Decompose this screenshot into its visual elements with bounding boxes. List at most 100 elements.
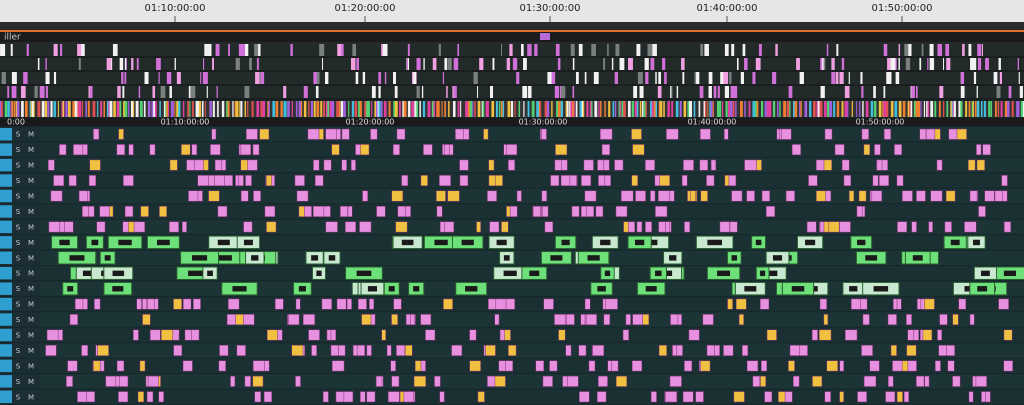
audio-clip[interactable] bbox=[631, 360, 643, 372]
audio-clip[interactable] bbox=[585, 314, 597, 326]
audio-clip[interactable] bbox=[221, 159, 227, 171]
audio-clip[interactable] bbox=[764, 391, 773, 403]
audio-clip[interactable] bbox=[188, 190, 199, 202]
audio-clip[interactable] bbox=[571, 205, 580, 217]
audio-clip[interactable] bbox=[858, 190, 867, 202]
mute-button[interactable]: M bbox=[28, 301, 34, 309]
audio-clip[interactable] bbox=[331, 144, 340, 156]
audio-clip[interactable] bbox=[136, 298, 142, 310]
track-target[interactable] bbox=[0, 328, 12, 342]
audio-clip[interactable] bbox=[939, 314, 948, 326]
audio-clip[interactable] bbox=[420, 175, 428, 187]
audio-clip[interactable] bbox=[506, 144, 518, 156]
audio-clip[interactable] bbox=[295, 298, 301, 310]
audio-clip[interactable] bbox=[976, 144, 982, 156]
audio-clip[interactable] bbox=[746, 190, 755, 202]
audio-clip[interactable] bbox=[230, 375, 236, 387]
audio-clip[interactable] bbox=[322, 391, 329, 403]
solo-button[interactable]: S bbox=[16, 378, 21, 386]
track-target[interactable] bbox=[0, 375, 12, 388]
mute-button[interactable]: M bbox=[28, 223, 34, 231]
audio-clip[interactable] bbox=[350, 159, 356, 171]
audio-clip[interactable] bbox=[586, 205, 595, 217]
audio-clip[interactable] bbox=[862, 314, 870, 326]
audio-clip[interactable] bbox=[247, 159, 258, 171]
audio-clip[interactable] bbox=[330, 344, 339, 356]
audio-clip[interactable] bbox=[488, 159, 495, 171]
audio-clip[interactable] bbox=[118, 391, 129, 403]
audio-clip[interactable] bbox=[819, 298, 827, 310]
audio-clip[interactable] bbox=[676, 344, 683, 356]
audio-clip[interactable] bbox=[567, 375, 579, 387]
audio-clip[interactable] bbox=[336, 298, 347, 310]
audio-clip[interactable] bbox=[393, 298, 402, 310]
audio-clip[interactable] bbox=[936, 159, 943, 171]
track-target[interactable] bbox=[0, 297, 12, 311]
audio-clip[interactable] bbox=[615, 375, 628, 387]
audio-clip[interactable] bbox=[487, 190, 497, 202]
audio-clip[interactable] bbox=[396, 128, 406, 140]
audio-clip[interactable] bbox=[88, 175, 97, 187]
audio-clip[interactable] bbox=[476, 221, 481, 233]
audio-clip[interactable] bbox=[839, 360, 845, 372]
track-target[interactable] bbox=[0, 158, 12, 172]
audio-clip[interactable] bbox=[391, 375, 400, 387]
audio-clip[interactable] bbox=[67, 360, 78, 372]
audio-clip[interactable] bbox=[681, 175, 688, 187]
audio-clip[interactable] bbox=[710, 159, 717, 171]
audio-clip[interactable] bbox=[825, 190, 832, 202]
audio-clip[interactable] bbox=[946, 344, 955, 356]
audio-clip[interactable] bbox=[119, 375, 129, 387]
audio-clip[interactable] bbox=[410, 314, 416, 326]
audio-clip[interactable] bbox=[396, 344, 406, 356]
audio-clip[interactable] bbox=[217, 205, 228, 217]
audio-clip[interactable] bbox=[124, 205, 134, 217]
audio-clip[interactable] bbox=[706, 175, 715, 187]
audio-clip[interactable] bbox=[892, 360, 904, 372]
audio-clip[interactable] bbox=[741, 344, 749, 356]
audio-clip[interactable] bbox=[944, 221, 952, 233]
audio-clip[interactable] bbox=[146, 391, 154, 403]
audio-clip[interactable] bbox=[193, 298, 201, 310]
audio-clip[interactable] bbox=[53, 175, 65, 187]
audio-clip[interactable] bbox=[558, 329, 566, 341]
audio-clip[interactable] bbox=[699, 159, 709, 171]
audio-clip[interactable] bbox=[391, 314, 398, 326]
audio-clip[interactable] bbox=[550, 175, 560, 187]
audio-clip[interactable] bbox=[295, 375, 301, 387]
audio-clip[interactable] bbox=[841, 159, 850, 171]
audio-clip[interactable] bbox=[631, 175, 639, 187]
audio-clip[interactable] bbox=[93, 128, 100, 140]
audio-clip[interactable] bbox=[700, 360, 711, 372]
audio-clip[interactable] bbox=[133, 221, 146, 233]
audio-clip[interactable] bbox=[64, 221, 74, 233]
audio-clip[interactable] bbox=[89, 159, 101, 171]
mute-button[interactable]: M bbox=[28, 285, 34, 293]
audio-clip[interactable] bbox=[601, 144, 611, 156]
audio-clip[interactable] bbox=[235, 314, 245, 326]
audio-clip[interactable] bbox=[288, 314, 300, 326]
audio-clip[interactable] bbox=[658, 190, 670, 202]
audio-clip[interactable] bbox=[541, 128, 547, 140]
audio-clip[interactable] bbox=[683, 159, 694, 171]
audio-clip[interactable] bbox=[924, 298, 935, 310]
audio-clip[interactable] bbox=[729, 221, 738, 233]
audio-clip[interactable] bbox=[469, 360, 481, 372]
audio-clip[interactable] bbox=[535, 360, 545, 372]
mute-button[interactable]: M bbox=[28, 316, 34, 324]
track-target[interactable] bbox=[0, 313, 12, 326]
sequence-tab[interactable]: iller bbox=[4, 33, 21, 43]
audio-clip[interactable] bbox=[325, 128, 337, 140]
audio-clip[interactable] bbox=[848, 190, 855, 202]
audio-clip[interactable] bbox=[323, 159, 332, 171]
audio-clip[interactable] bbox=[906, 314, 912, 326]
audio-clip[interactable] bbox=[48, 221, 60, 233]
audio-clip[interactable] bbox=[447, 190, 460, 202]
audio-clip[interactable] bbox=[922, 329, 933, 341]
audio-clip[interactable] bbox=[778, 391, 787, 403]
audio-clip[interactable] bbox=[266, 175, 272, 187]
audio-clip[interactable] bbox=[218, 360, 226, 372]
audio-clip[interactable] bbox=[434, 375, 441, 387]
audio-clip[interactable] bbox=[139, 360, 146, 372]
audio-clip[interactable] bbox=[254, 391, 262, 403]
